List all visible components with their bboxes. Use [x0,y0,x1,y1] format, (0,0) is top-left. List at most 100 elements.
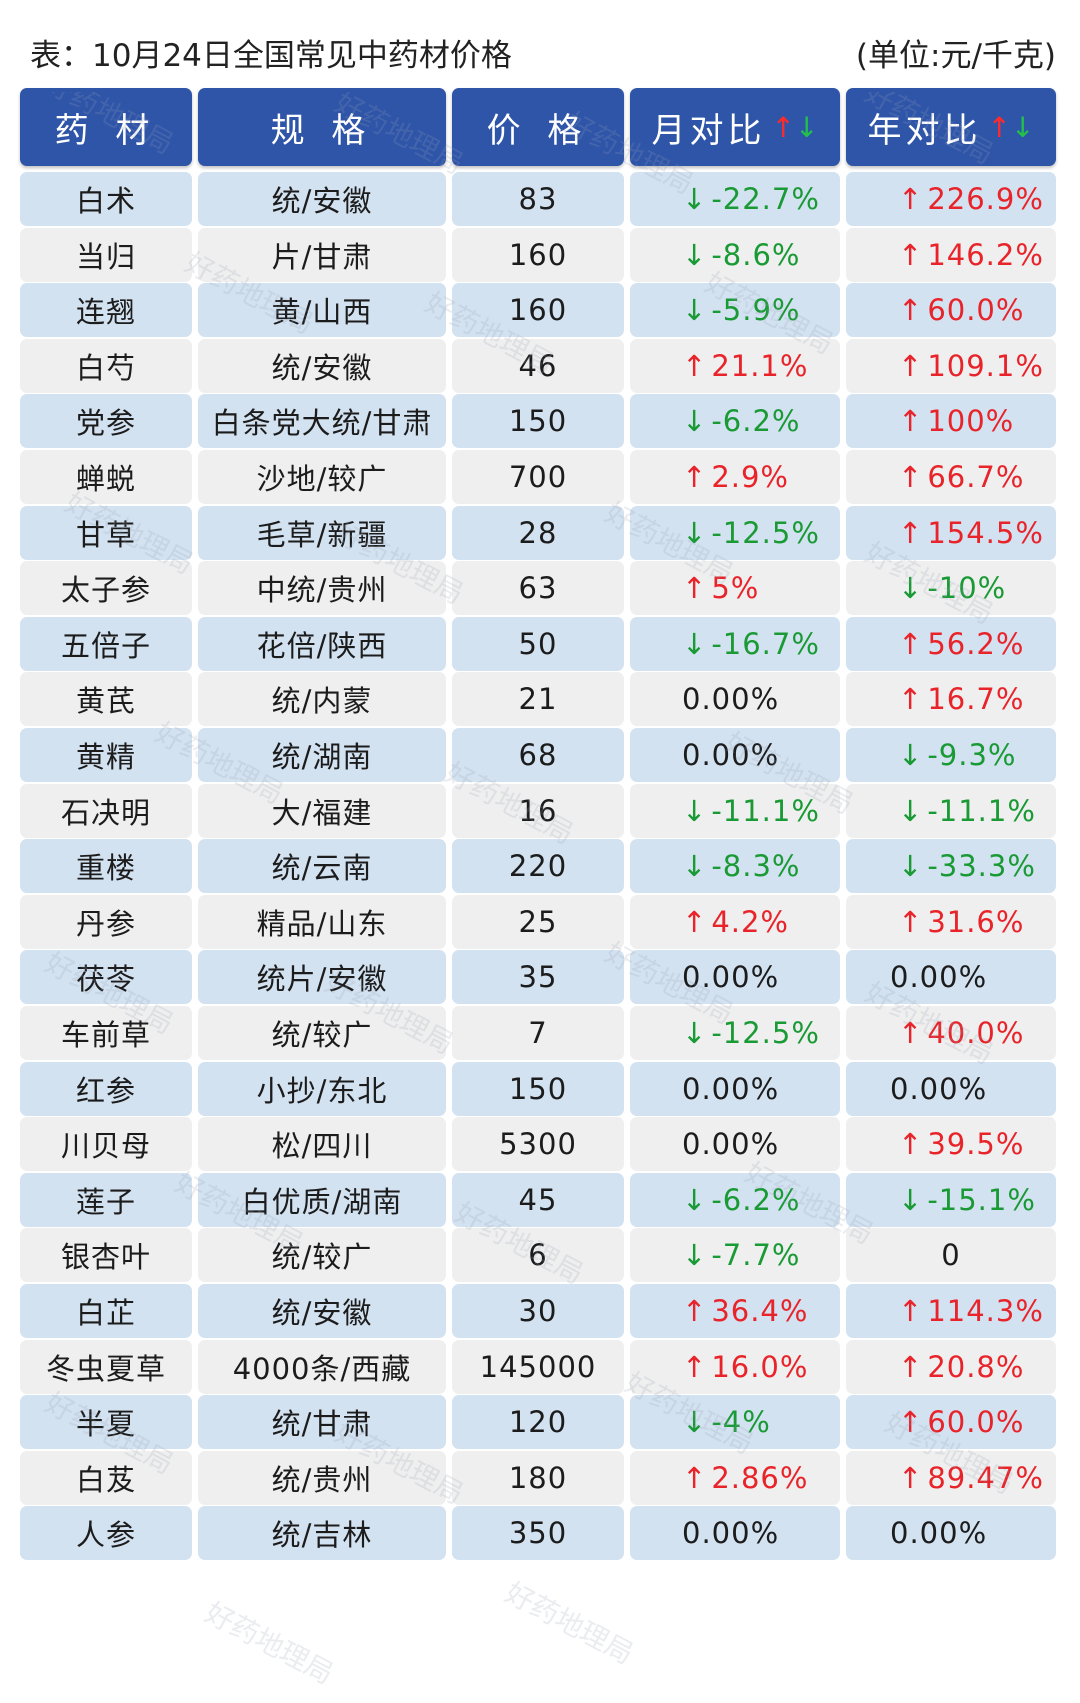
change-value: 0.00% [682,960,780,995]
herb-price: 16 [452,783,624,838]
year-change: 0.00% [846,1061,1056,1116]
herb-spec: 松/四川 [198,1117,446,1172]
table-row: 茯苓 统片/安徽 35 0.00% 0.00% [0,950,1080,1005]
year-change: ↑ 66.7% [846,450,1056,504]
table-row: 太子参 中统/贵州 63 ↑ 5% ↓ -10% [0,561,1080,616]
month-change: ↓ -22.7% [630,172,840,226]
change-value: 16.0% [711,1349,809,1384]
arrow-down-icon: ↓ [682,1182,708,1217]
herb-spec: 沙地/较广 [198,450,446,504]
header-year-label: 年对比 [867,110,982,151]
herb-name: 川贝母 [20,1117,192,1172]
change-value: 16.7% [927,682,1025,717]
change-value: 40.0% [927,1016,1025,1050]
month-change: ↓ -12.5% [630,1006,840,1060]
table-row: 半夏 统/甘肃 120 ↓ -4% ↑ 60.0% [0,1395,1080,1450]
arrow-down-icon: ↓ [682,404,708,439]
herb-name: 半夏 [20,1395,192,1450]
arrow-up-icon: ↑ [898,237,924,272]
herb-price: 150 [452,394,624,449]
herb-name: 冬虫夏草 [20,1339,192,1394]
month-change: 0.00% [630,1506,840,1561]
year-change: ↑ 20.8% [846,1339,1056,1394]
arrow-down-icon: ↓ [898,571,924,606]
month-change: ↓ -4% [630,1395,840,1450]
arrow-up-icon: ↑ [898,404,924,439]
arrow-up-icon: ↑ [898,1349,924,1384]
table-row: 重楼 统/云南 220 ↓ -8.3% ↓ -33.3% [0,839,1080,894]
change-value: 0.00% [682,738,780,772]
year-change: 0.00% [846,1506,1056,1561]
table-row: 川贝母 松/四川 5300 0.00% ↑ 39.5% [0,1117,1080,1172]
table-row: 人参 统/吉林 350 0.00% 0.00% [0,1506,1080,1561]
up-down-arrows-icon: ↑↓ [987,110,1035,144]
herb-name: 石决明 [20,783,192,838]
month-change: ↓ -6.2% [630,1172,840,1227]
herb-name: 人参 [20,1506,192,1561]
header-month-compare: 月对比 ↑↓ [630,88,840,166]
month-change: ↑ 2.9% [630,450,840,504]
change-value: -6.2% [711,1182,801,1217]
herb-spec: 中统/贵州 [198,561,446,616]
change-value: -12.5% [711,1016,820,1050]
header-herb: 药 材 [20,88,192,166]
unit-label: (单位:元/千克) [855,38,1056,74]
herb-price: 28 [452,505,624,560]
herb-price: 45 [452,1172,624,1227]
arrow-up-icon: ↑ [898,460,924,494]
herb-spec: 片/甘肃 [198,227,446,282]
herb-name: 黄芪 [20,672,192,727]
herb-spec: 小抄/东北 [198,1061,446,1116]
change-value: 0.00% [682,1516,780,1551]
herb-name: 五倍子 [20,616,192,671]
herb-name: 白术 [20,172,192,226]
arrow-up-icon: ↑ [898,515,924,550]
herb-price: 120 [452,1395,624,1450]
herb-price: 25 [452,894,624,949]
herb-spec: 统/安徽 [198,1284,446,1338]
change-value: 2.9% [711,460,789,494]
herb-name: 党参 [20,394,192,449]
year-change: ↓ -9.3% [846,728,1056,782]
month-change: 0.00% [630,1117,840,1172]
table-row: 党参 白条党大统/甘肃 150 ↓ -6.2% ↑ 100% [0,394,1080,449]
month-change: ↑ 36.4% [630,1284,840,1338]
table-row: 连翘 黄/山西 160 ↓ -5.9% ↑ 60.0% [0,283,1080,338]
change-value: 4.2% [711,904,789,939]
arrow-up-icon: ↑ [682,1294,708,1328]
change-value: 36.4% [711,1294,809,1328]
change-value: 0.00% [682,1071,780,1106]
month-change: 0.00% [630,1061,840,1116]
change-value: -4% [711,1405,771,1440]
change-value: -5.9% [711,293,801,328]
year-change: ↑ 109.1% [846,338,1056,393]
herb-spec: 统/湖南 [198,728,446,782]
herb-spec: 精品/山东 [198,894,446,949]
table-row: 白芨 统/贵州 180 ↑ 2.86% ↑ 89.47% [0,1450,1080,1505]
year-change: ↑ 16.7% [846,672,1056,727]
change-value: 0.00% [682,1127,780,1162]
change-value: 66.7% [927,460,1025,494]
table-header-row: 药 材 规 格 价 格 月对比 ↑↓ 年对比 ↑↓ [0,88,1080,166]
change-value: 0.00% [890,1516,988,1551]
herb-name: 车前草 [20,1006,192,1060]
year-change: ↑ 39.5% [846,1117,1056,1172]
herb-spec: 花倍/陕西 [198,616,446,671]
header-price: 价 格 [452,88,624,166]
year-change: ↑ 60.0% [846,1395,1056,1450]
change-value: -8.3% [711,849,801,884]
herb-spec: 大/福建 [198,783,446,838]
year-change: ↑ 146.2% [846,227,1056,282]
arrow-up-icon: ↑ [898,293,924,328]
arrow-up-icon: ↑ [898,182,924,216]
year-change: ↑ 60.0% [846,283,1056,338]
arrow-down-icon: ↓ [682,237,708,272]
arrow-down-icon: ↓ [682,849,708,884]
month-change: 0.00% [630,728,840,782]
herb-name: 连翘 [20,283,192,338]
herb-spec: 统/内蒙 [198,672,446,727]
table-row: 蝉蜕 沙地/较广 700 ↑ 2.9% ↑ 66.7% [0,450,1080,504]
change-value: -11.1% [927,793,1036,828]
herb-name: 莲子 [20,1172,192,1227]
change-value: -15.1% [927,1182,1036,1217]
